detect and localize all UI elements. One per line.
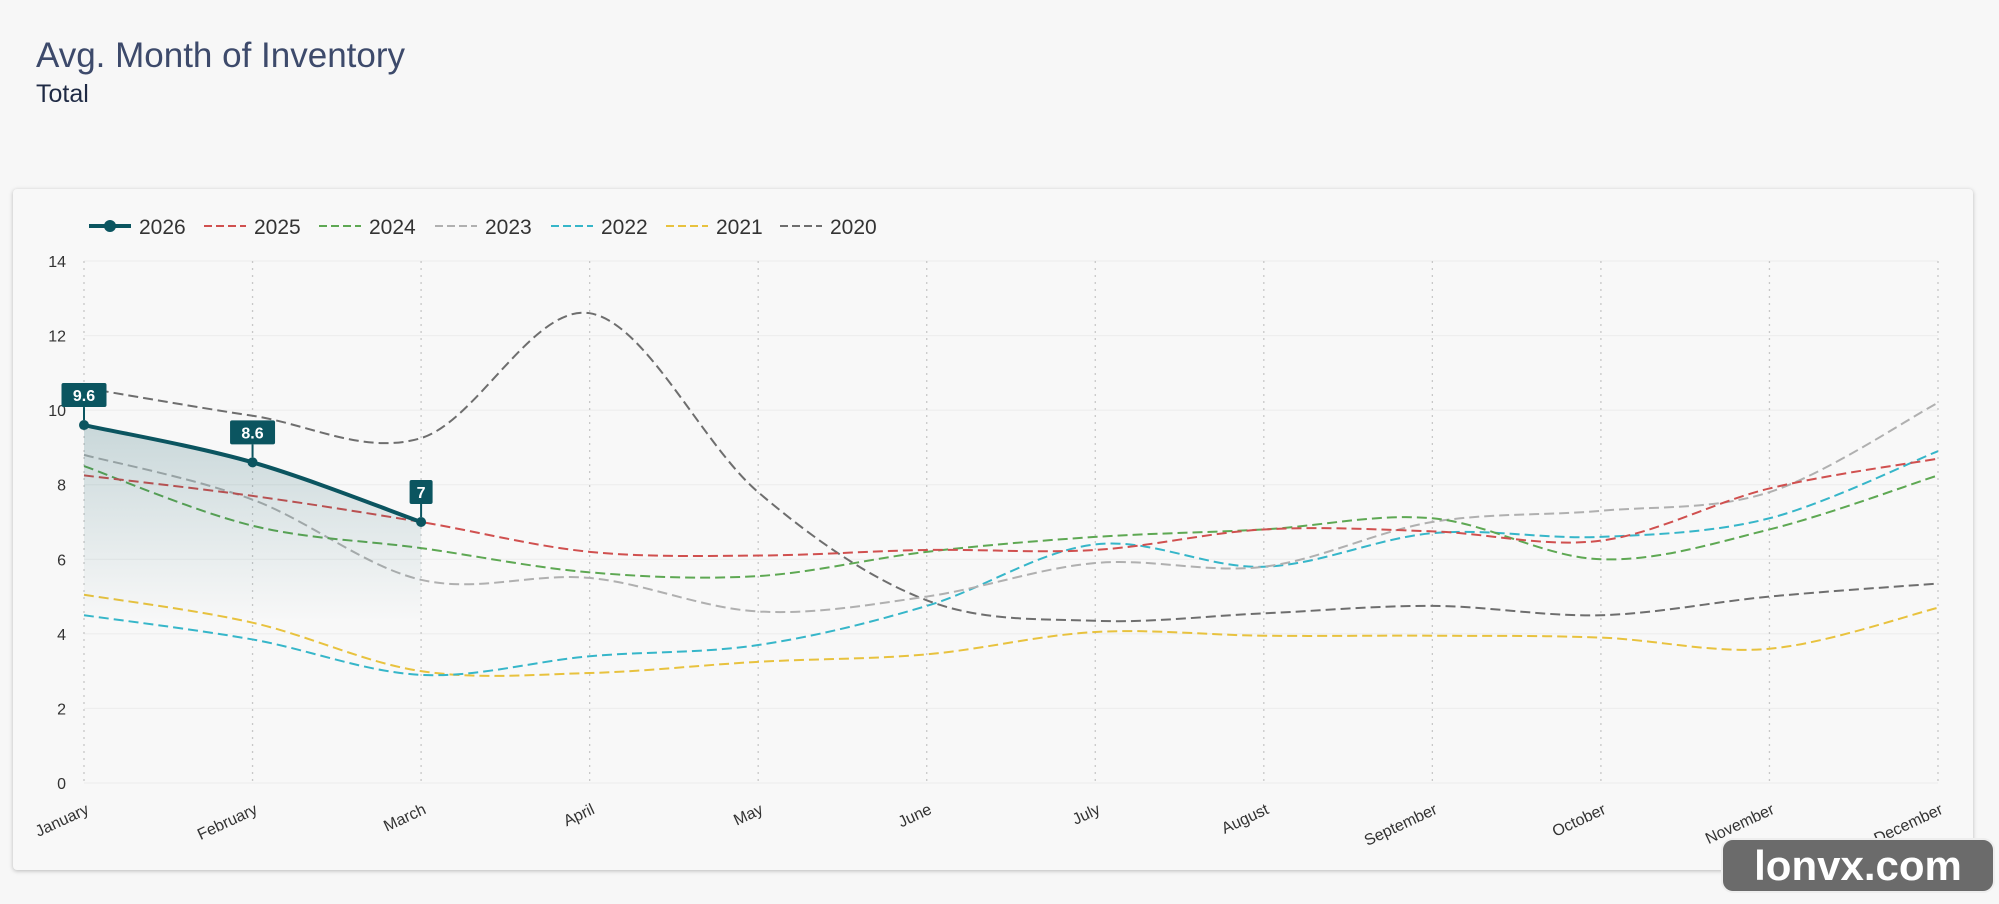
watermark: lonvx.com bbox=[1721, 838, 1995, 893]
legend-marker bbox=[104, 220, 116, 232]
title: Avg. Month of Inventory bbox=[36, 36, 406, 75]
data-label-box bbox=[61, 383, 107, 408]
area bbox=[84, 425, 422, 783]
y-tick-label: 4 bbox=[57, 627, 66, 644]
x-tick-label: May bbox=[731, 801, 766, 829]
legend-label: 2020 bbox=[830, 216, 877, 239]
legend-label: 2024 bbox=[369, 216, 416, 239]
y-tick-label: 14 bbox=[48, 254, 66, 271]
legend-label: 2026 bbox=[139, 216, 186, 239]
x-tick-label: April bbox=[561, 801, 597, 830]
y-tick-label: 2 bbox=[57, 701, 66, 718]
x-tick-label: October bbox=[1550, 801, 1609, 841]
line bbox=[83, 311, 1939, 623]
data-label-text: 7 bbox=[417, 485, 426, 502]
x-tick-label: August bbox=[1219, 801, 1272, 838]
line bbox=[83, 401, 1939, 614]
x-tick-label: February bbox=[195, 801, 260, 843]
y-tick-label: 8 bbox=[57, 478, 66, 495]
x-tick-label: September bbox=[1362, 801, 1441, 850]
legend-label: 2021 bbox=[716, 216, 763, 239]
y-tick-label: 0 bbox=[57, 776, 66, 793]
data-label: 8.6 bbox=[230, 420, 276, 445]
data-label-box bbox=[409, 480, 433, 504]
legend-label: 2025 bbox=[254, 216, 301, 239]
x-tick-label: March bbox=[381, 801, 428, 835]
data-label-text: 9.6 bbox=[73, 388, 95, 405]
subtitle: Total bbox=[36, 80, 89, 108]
data-label: 7 bbox=[409, 480, 433, 504]
x-tick-label: January bbox=[33, 801, 92, 840]
data-label-box bbox=[230, 420, 276, 445]
y-tick-label: 6 bbox=[57, 552, 66, 569]
x-tick-label: July bbox=[1070, 801, 1103, 828]
line bbox=[83, 457, 1939, 557]
data-label-text: 8.6 bbox=[241, 425, 263, 442]
legend-label: 2023 bbox=[485, 216, 532, 239]
marker bbox=[416, 517, 427, 527]
marker bbox=[79, 420, 89, 431]
y-tick-label: 12 bbox=[48, 329, 66, 346]
marker bbox=[247, 457, 258, 468]
data-label: 9.6 bbox=[61, 383, 107, 408]
x-tick-label: June bbox=[896, 801, 935, 831]
y-tick-label: 10 bbox=[48, 403, 66, 420]
legend-label: 2022 bbox=[601, 216, 648, 239]
